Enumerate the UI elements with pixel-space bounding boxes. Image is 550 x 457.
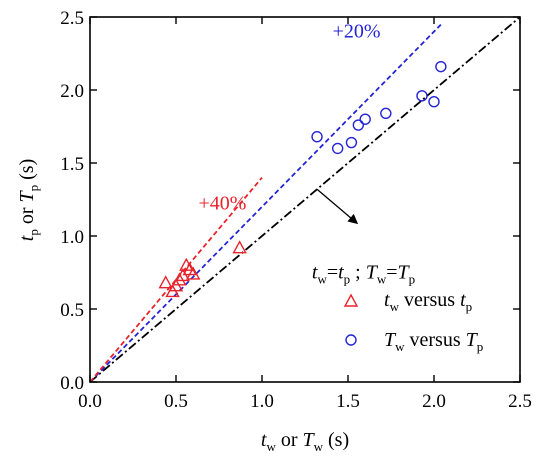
- circle-data-point: [359, 113, 371, 125]
- x-axis-ticks: 0.0 0.5 1.0 1.5 2.0 2.5: [78, 17, 532, 412]
- plus-20-percent-label: +20%: [333, 20, 381, 42]
- plus-40-percent-line: [90, 177, 263, 382]
- reference-lines: [90, 17, 520, 382]
- y-tick-label: 2.5: [60, 8, 84, 29]
- data-points: [158, 60, 447, 298]
- x-tick-label: 0.0: [78, 391, 102, 412]
- triangle-data-point: [158, 275, 173, 289]
- y-tick-label: 2.0: [60, 81, 84, 102]
- x-tick-label: 1.0: [250, 391, 274, 412]
- triangle-data-point: [186, 266, 201, 280]
- circle-data-point: [352, 119, 365, 131]
- circle-data-point: [380, 107, 392, 120]
- y-tick-label: 1.0: [60, 227, 84, 248]
- plus-20-percent-line: [90, 23, 442, 382]
- x-tick-label: 2.5: [508, 391, 532, 412]
- legend-circle-marker: [345, 334, 357, 346]
- y-tick-label: 0.0: [60, 373, 84, 394]
- y-axis-label: tp or Tp (s): [16, 159, 41, 241]
- circle-data-point: [345, 136, 358, 149]
- legend-entry-triangles: tw versus tp: [384, 289, 472, 314]
- equality-annotation: tw=tp ; Tw=Tp: [312, 261, 415, 286]
- x-tick-label: 1.5: [336, 391, 360, 412]
- plus-40-percent-label: +40%: [198, 193, 246, 215]
- y-tick-label: 0.5: [60, 300, 84, 321]
- circle-data-point: [311, 131, 323, 143]
- x-axis-label: tw or Tw (s): [261, 429, 349, 454]
- circle-data-point: [416, 90, 428, 102]
- legend: tw versus tp Tw versus Tp: [343, 289, 483, 354]
- equation-arrow: [316, 188, 359, 225]
- circle-data-point: [331, 142, 344, 155]
- triangle-data-point: [172, 272, 187, 286]
- circle-data-point: [435, 60, 447, 73]
- circle-data-point: [428, 95, 440, 108]
- x-tick-label: 0.5: [164, 391, 188, 412]
- equality-line: [90, 17, 520, 382]
- plot-frame: [89, 16, 521, 383]
- legend-triangle-marker: [343, 293, 359, 307]
- x-tick-label: 2.0: [422, 391, 446, 412]
- y-tick-label: 1.5: [60, 154, 84, 175]
- triangle-data-point: [232, 240, 247, 254]
- y-axis-ticks: 0.0 0.5 1.0 1.5 2.0 2.5: [60, 8, 520, 394]
- legend-entry-circles: Tw versus Tp: [384, 329, 483, 354]
